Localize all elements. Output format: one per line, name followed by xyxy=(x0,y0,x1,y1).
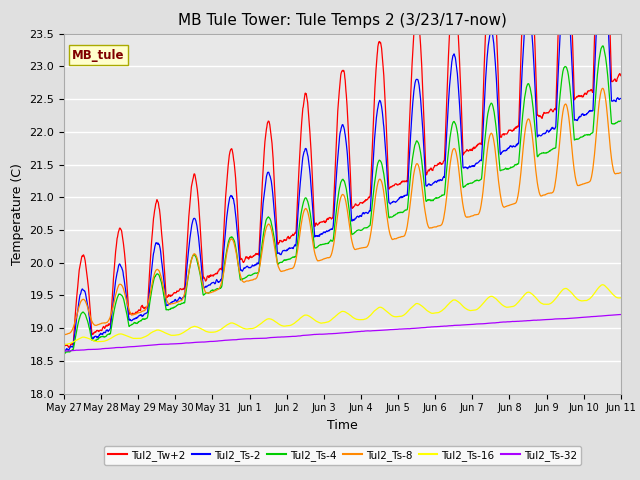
Legend: Tul2_Tw+2, Tul2_Ts-2, Tul2_Ts-4, Tul2_Ts-8, Tul2_Ts-16, Tul2_Ts-32: Tul2_Tw+2, Tul2_Ts-2, Tul2_Ts-4, Tul2_Ts… xyxy=(104,445,581,465)
Text: MB_tule: MB_tule xyxy=(72,49,125,62)
X-axis label: Time: Time xyxy=(327,419,358,432)
Y-axis label: Temperature (C): Temperature (C) xyxy=(11,163,24,264)
Title: MB Tule Tower: Tule Temps 2 (3/23/17-now): MB Tule Tower: Tule Temps 2 (3/23/17-now… xyxy=(178,13,507,28)
